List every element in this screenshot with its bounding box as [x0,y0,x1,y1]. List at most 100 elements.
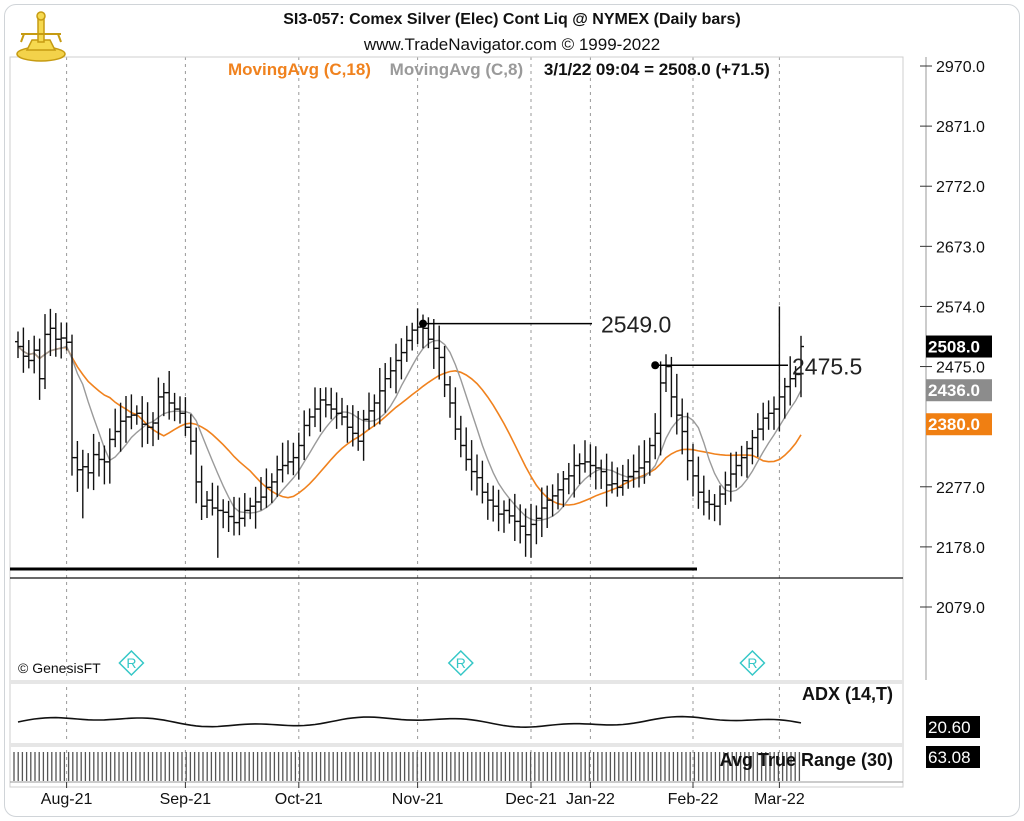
x-tick-label: Feb-22 [668,791,719,808]
ohlc-bar [96,441,102,477]
ohlc-bar [344,405,351,443]
ohlc-bar [220,499,227,529]
r-diamond-label: R [747,655,757,671]
ohlc-bar [382,363,389,413]
y-tick-label: 2574.0 [936,299,985,316]
ohlc-bar [749,430,756,465]
ohlc-bar [744,441,750,478]
ma18-line [17,345,802,506]
ohlc-bar [630,454,637,488]
ohlc-bar [198,465,205,520]
ohlc-bar [727,452,734,502]
ohlc-bar [506,498,513,524]
ohlc-bar [193,427,200,504]
ohlc-bar [587,444,594,478]
x-tick-label: Dec-21 [505,791,557,808]
ohlc-bar [576,453,583,485]
atr-value-badge [926,746,980,768]
ohlc-bar [474,454,480,496]
atr-label: Avg True Range (30) [720,750,893,770]
grid [9,56,904,788]
ohlc-bar [90,433,97,491]
ohlc-bar [544,485,551,529]
ohlc-bar [409,322,416,351]
ohlc-bar [312,387,318,428]
ohlc-bar [74,440,81,492]
ma8-line-group [17,339,802,522]
ohlc-bar [706,489,713,520]
ohlc-bar [204,491,210,519]
ohlc-bar [511,493,518,541]
ohlc-bar [393,343,399,394]
r-diamond-icon [118,649,145,677]
price-annotations: 2549.0 2475.5 [419,312,862,379]
ohlc-bar [123,396,129,443]
ohlc-bar [279,442,286,483]
ohlc-bar [495,489,502,532]
ohlc-bar [468,440,475,491]
ohlc-bar [479,460,486,504]
ohlc-bar [214,485,221,558]
ohlc-bar [187,414,194,455]
adx-label: ADX (14,T) [802,684,893,704]
adx-value-badge [926,716,980,738]
ohlc-bar [241,493,248,527]
ohlc-bar [533,505,540,545]
annotation-label-2549: 2549.0 [601,312,671,338]
ohlc-bar [582,440,588,473]
ma18-line-group [17,345,802,506]
ohlc-bar [781,377,788,419]
ohlc-bar [754,413,761,457]
ohlc-bar [58,322,65,359]
ohlc-bar [452,387,459,440]
x-axis: Aug-21 Sep-21 Oct-21 Nov-21 Dec-21 Jan-22 Feb-… [10,781,903,808]
ohlc-bar [695,456,702,509]
y-tick-label: 2673.0 [936,239,985,256]
atr-value: 63.08 [928,748,971,767]
ohlc-bar [484,482,491,520]
ohlc-bar [625,459,632,489]
ohlc-bar [403,325,410,362]
ohlc-bar [117,402,124,452]
price-badge-label: 2508.0 [928,338,980,357]
ohlc-bar [366,392,372,430]
ohlc-bar [15,331,21,359]
x-tick-label: Mar-22 [754,791,805,808]
ohlc-bar [517,504,524,544]
ohlc-bar [371,394,378,427]
ohlc-bar [717,485,723,526]
ohlc-bar [252,486,259,529]
adx-line [17,715,802,729]
y-axis: 2970.0 2871.0 2772.0 2673.0 2574.0 2475.0 2277… [920,57,985,680]
ohlc-bar [663,354,669,392]
ohlc-bar [598,459,605,489]
ohlc-bar [690,443,696,497]
ma8-line [17,339,802,522]
price-badges: 2508.0 2436.0 2380.0 [926,335,992,436]
ohlc-bar [209,482,216,516]
ohlc-bar [738,445,745,477]
ohlc-bar [290,442,297,476]
x-tick-label: Jan-22 [566,791,615,808]
ohlc-bar [85,453,92,489]
ohlc-bar [274,455,281,497]
r-diamond-label: R [126,655,136,671]
ohlc-bar [349,405,356,447]
ohlc-bar [268,473,275,504]
last-quote: 3/1/22 09:04 = 2508.0 (+71.5) [543,60,770,79]
x-tick-label: Oct-21 [275,791,323,808]
ohlc-bar [765,400,772,430]
ohlc-bar [760,402,767,441]
annotation-label-2475: 2475.5 [792,353,862,379]
ohlc-bar [673,373,680,435]
ohlc-bar [306,408,313,437]
y-tick-label: 2871.0 [936,119,985,136]
price-badge-1 [926,379,992,402]
ohlc-bar [225,500,232,533]
ohlc-bar [112,408,119,448]
x-tick-label: Aug-21 [41,791,93,808]
ohlc-bar [247,497,254,520]
price-badge-label: 2380.0 [928,415,980,434]
ohlc-bar [463,427,470,471]
